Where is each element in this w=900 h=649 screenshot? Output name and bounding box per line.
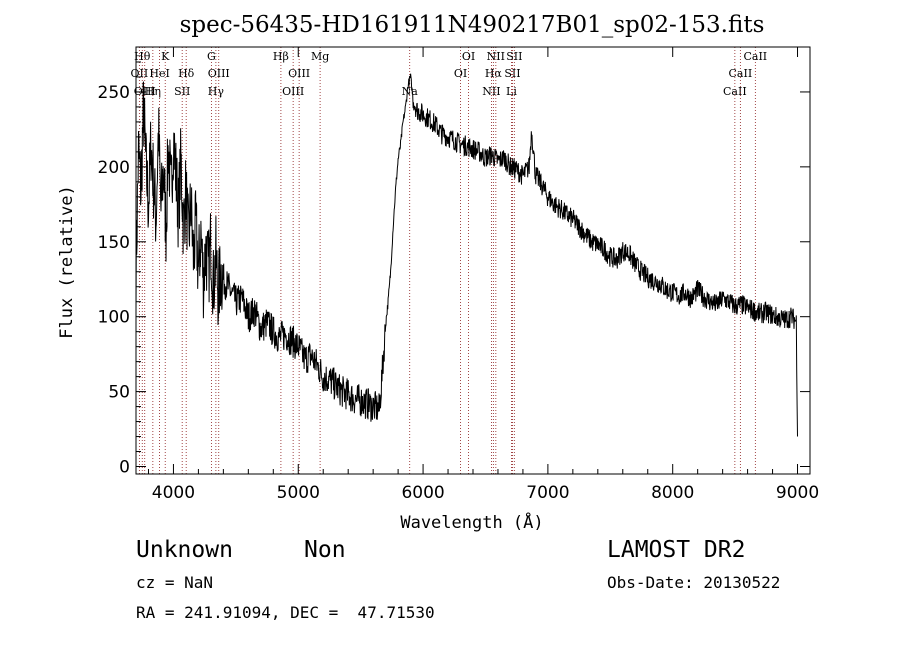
spectral-line-label: OIII bbox=[208, 67, 230, 80]
spectral-line-label: Na bbox=[402, 85, 419, 98]
spectral-line-label: Hγ bbox=[208, 85, 225, 98]
x-tick-label: 6000 bbox=[401, 483, 444, 503]
y-tick-label: 200 bbox=[98, 158, 130, 178]
spectral-line-label: K bbox=[161, 50, 170, 63]
spectral-line-label: OI bbox=[454, 67, 467, 80]
redshift-value: cz = NaN bbox=[136, 573, 214, 592]
x-axis-label: Wavelength (Å) bbox=[400, 511, 543, 533]
y-tick-label: 150 bbox=[98, 233, 130, 253]
chart-title: spec-56435-HD161911N490217B01_sp02-153.f… bbox=[180, 12, 765, 38]
spectral-line-label: Hη bbox=[145, 85, 161, 98]
spectral-line-label: Hδ bbox=[178, 67, 195, 80]
spectral-line-label: CaII bbox=[743, 50, 767, 63]
y-axis: 0 50 100 150 200 250 bbox=[98, 61, 810, 478]
spectral-line-label: CaII bbox=[729, 67, 753, 80]
spectral-line-label: Hθ bbox=[134, 50, 151, 63]
spectral-line-label: OI bbox=[462, 50, 475, 63]
spectral-line-label: Hβ bbox=[273, 50, 289, 63]
spectral-line-markers: OIIHθOIIIHηHeIKHδSIIGHγOIIIHβOIIIOIIIMgN… bbox=[131, 47, 767, 474]
spectral-line-label: OIII bbox=[288, 67, 310, 80]
y-tick-label: 100 bbox=[98, 308, 130, 328]
spectral-class: Unknown bbox=[136, 537, 233, 563]
coordinates: RA = 241.91094, DEC = 47.71530 bbox=[136, 603, 435, 622]
spectral-subclass: Non bbox=[304, 537, 346, 563]
spectral-line-label: Li bbox=[506, 85, 517, 98]
spectral-line-label: G bbox=[207, 50, 216, 63]
spectral-line-label: SII bbox=[504, 67, 520, 80]
spectral-line-label: NII bbox=[482, 85, 500, 98]
x-tick-label: 4000 bbox=[152, 483, 195, 503]
x-axis: 4000 5000 6000 7000 8000 9000 bbox=[147, 47, 819, 503]
x-tick-label: 9000 bbox=[776, 483, 819, 503]
y-tick-label: 0 bbox=[119, 458, 130, 478]
y-axis-label: Flux (relative) bbox=[57, 185, 77, 339]
y-tick-label: 250 bbox=[98, 83, 130, 103]
spectral-line-label: OII bbox=[131, 67, 149, 80]
x-tick-label: 5000 bbox=[277, 483, 320, 503]
y-tick-label: 50 bbox=[108, 383, 130, 403]
survey-name: LAMOST DR2 bbox=[607, 537, 746, 563]
spectrum-series-line bbox=[135, 73, 798, 437]
spectral-line-label: SII bbox=[174, 85, 190, 98]
spectral-line-label: OIII bbox=[282, 85, 304, 98]
spectral-line-label: Hα bbox=[485, 67, 503, 80]
x-tick-label: 7000 bbox=[526, 483, 569, 503]
spectral-line-label: NII bbox=[487, 50, 505, 63]
spectral-line-label: HeI bbox=[149, 67, 169, 80]
obs-date: Obs-Date: 20130522 bbox=[607, 573, 781, 592]
spectral-line-label: Mg bbox=[311, 50, 329, 63]
x-tick-label: 8000 bbox=[651, 483, 694, 503]
spectral-line-label: CaII bbox=[723, 85, 747, 98]
plot-frame bbox=[135, 46, 811, 475]
spectral-line-label: SII bbox=[506, 50, 522, 63]
